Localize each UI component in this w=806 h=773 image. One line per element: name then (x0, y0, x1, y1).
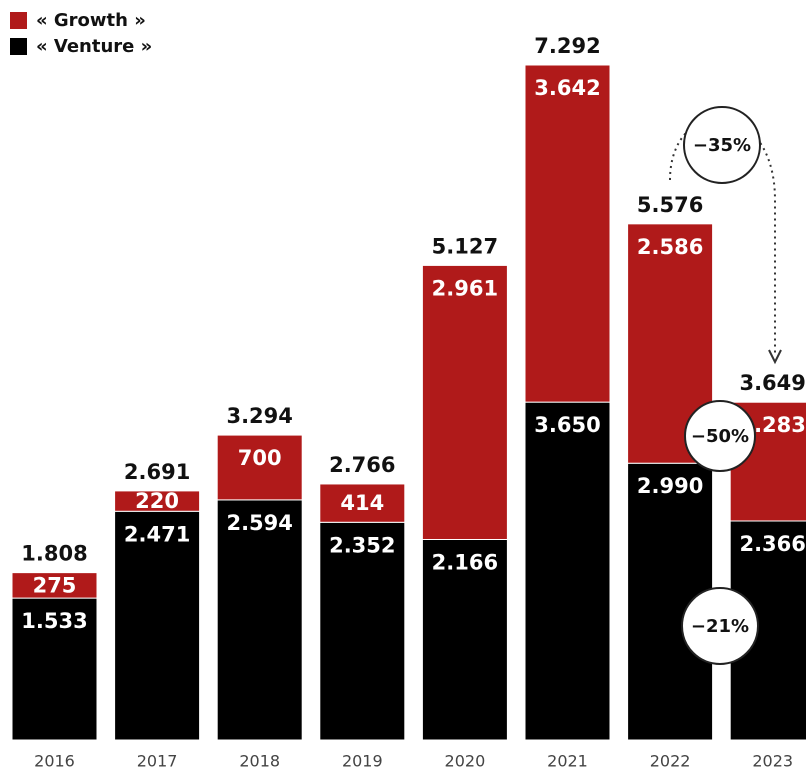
total-label: 2.691 (124, 460, 190, 484)
x-tick-label: 2016 (34, 752, 75, 771)
x-tick-label: 2022 (650, 752, 691, 771)
annotation-circle (681, 587, 759, 665)
total-label: 2.766 (329, 453, 395, 477)
x-tick-label: 2021 (547, 752, 588, 771)
arrow-head (768, 349, 782, 365)
segment-label: 3.642 (534, 76, 600, 100)
x-tick-label: 2018 (239, 752, 280, 771)
arrow (669, 117, 776, 355)
segment-label: 2.352 (329, 533, 395, 557)
segment-label: 414 (340, 491, 384, 515)
bar-segment (319, 483, 406, 523)
legend-label: « Growth » (36, 10, 146, 31)
bar-segment (524, 64, 611, 403)
segment-label: 2.471 (124, 522, 190, 546)
segment-label: 1.533 (21, 609, 87, 633)
total-label: 5.127 (432, 234, 498, 258)
segment-label: 2.594 (226, 511, 292, 535)
bar-segment (216, 499, 303, 741)
x-tick-label: 2019 (342, 752, 383, 771)
total-label: 5.576 (637, 193, 703, 217)
legend-swatch (10, 38, 27, 55)
bar-segment (524, 401, 611, 741)
segment-label: 3.650 (534, 413, 600, 437)
segment-label: 2.586 (637, 235, 703, 259)
segment-label: 220 (135, 489, 179, 513)
bars: 1.533 275 1.808 2016 2.471 220 2.691 2017 2.594 7… (11, 34, 806, 771)
segment-label: 700 (238, 446, 282, 470)
legend: « Growth » « Venture » (10, 10, 152, 57)
annotation: −35% (683, 106, 761, 184)
annotation-text: −35% (693, 135, 751, 156)
annotation-text: −50% (691, 426, 749, 447)
x-tick-label: 2020 (445, 752, 486, 771)
total-label: 7.292 (534, 34, 600, 58)
bar-segment (421, 264, 508, 540)
annotation: −21% (681, 587, 759, 665)
total-label: 3.649 (739, 371, 805, 395)
segment-label: 275 (33, 573, 77, 597)
annotation-text: −21% (691, 616, 749, 637)
legend-swatch (10, 12, 27, 29)
segment-label: 2.961 (432, 276, 498, 300)
segment-label: 2.990 (637, 474, 703, 498)
legend-label: « Venture » (36, 36, 152, 57)
bar-segment (11, 572, 98, 599)
total-label: 1.808 (21, 542, 87, 566)
total-label: 3.294 (226, 404, 292, 428)
segment-label: 2.366 (739, 532, 805, 556)
annotation: −50% (684, 400, 756, 472)
x-tick-label: 2023 (752, 752, 793, 771)
x-tick-label: 2017 (137, 752, 178, 771)
bar-segment (216, 434, 303, 501)
annotation-circle (683, 106, 761, 184)
segment-label: 2.166 (432, 550, 498, 574)
bar-segment (114, 490, 201, 512)
bar-segment (319, 521, 406, 741)
bar-segment (421, 538, 508, 741)
annotation-circle (684, 400, 756, 472)
